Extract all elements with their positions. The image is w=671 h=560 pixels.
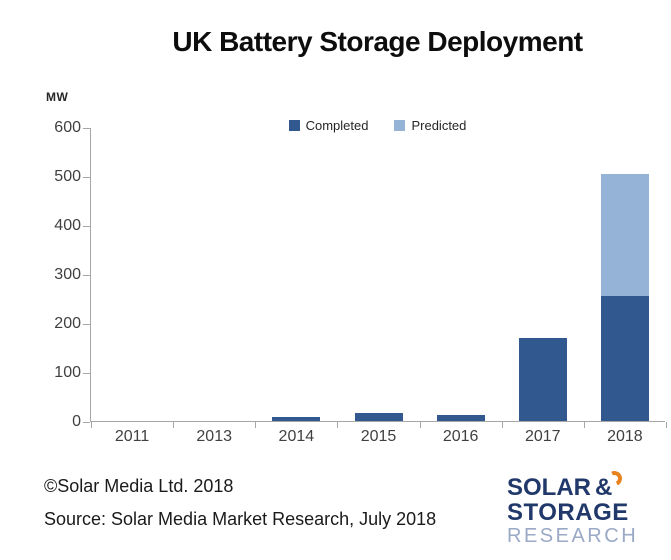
x-tick-label-2015: 2015 — [360, 428, 397, 445]
chart-title: UK Battery Storage Deployment — [172, 26, 583, 57]
x-tick-mark-4 — [419, 422, 421, 428]
x-tick-mark-2 — [255, 422, 257, 428]
plot-area: 0 100 200 300 400 500 600 2011 2013 2014 2015 2016 2… — [54, 119, 667, 445]
solar-storage-research-logo: SOLAR & STORAGE RESEARCH — [507, 468, 667, 547]
y-tick-mark-100 — [83, 372, 90, 374]
legend-item-predicted: Predicted — [394, 118, 466, 133]
y-tick-label-0: 0 — [72, 413, 81, 430]
legend-item-completed: Completed — [288, 118, 369, 133]
bar-2018-predicted — [600, 173, 649, 297]
y-tick-label-200: 200 — [54, 315, 81, 332]
x-tick-mark-6 — [583, 422, 585, 428]
y-axis-unit-label: MW — [46, 90, 69, 104]
bar-2017-completed — [518, 337, 567, 421]
legend-label-completed: Completed — [305, 118, 369, 133]
x-tick-label-2017: 2017 — [524, 428, 561, 445]
x-tick-label-2018: 2018 — [607, 428, 643, 445]
x-tick-label-2014: 2014 — [278, 428, 315, 445]
logo-solar-text: SOLAR — [507, 474, 591, 501]
y-tick-mark-400 — [83, 225, 90, 227]
bar-2016-completed — [436, 415, 485, 421]
footer-source: Source: Solar Media Market Research, Jul… — [44, 509, 437, 529]
x-tick-label-2013: 2013 — [196, 428, 232, 445]
bar-2018-completed — [600, 296, 649, 421]
y-tick-label-500: 500 — [54, 168, 81, 185]
y-tick-label-300: 300 — [54, 266, 81, 283]
legend-label-predicted: Predicted — [411, 118, 467, 133]
logo-line-storage: STORAGE — [507, 499, 629, 527]
legend: Completed Predicted — [90, 118, 665, 133]
y-tick-mark-500 — [83, 176, 90, 178]
x-tick-mark-3 — [337, 422, 339, 428]
completed-swatch-icon — [288, 120, 300, 131]
y-tick-label-100: 100 — [54, 364, 81, 381]
x-tick-label-2011: 2011 — [114, 428, 150, 445]
y-tick-mark-600 — [83, 127, 90, 129]
logo-line-research: RESEARCH — [507, 524, 639, 547]
logo-line-solar: SOLAR & — [507, 468, 667, 501]
footer-copyright: ©Solar Media Ltd. 2018 — [44, 476, 234, 496]
x-tick-mark-1 — [173, 422, 175, 428]
y-tick-mark-200 — [83, 323, 90, 325]
predicted-swatch-icon — [394, 120, 406, 131]
x-tick-label-2016: 2016 — [442, 428, 479, 445]
bar-2014-completed — [272, 417, 321, 421]
logo-ampersand: & — [595, 468, 625, 500]
bar-2015-completed — [354, 412, 403, 421]
y-tick-label-400: 400 — [54, 217, 81, 234]
y-tick-label-600: 600 — [54, 119, 81, 136]
y-tick-mark-300 — [83, 274, 90, 276]
x-tick-mark-0 — [91, 422, 92, 428]
x-tick-mark-5 — [501, 422, 503, 428]
x-tick-mark-7 — [666, 422, 667, 428]
y-tick-mark-0 — [83, 421, 90, 423]
